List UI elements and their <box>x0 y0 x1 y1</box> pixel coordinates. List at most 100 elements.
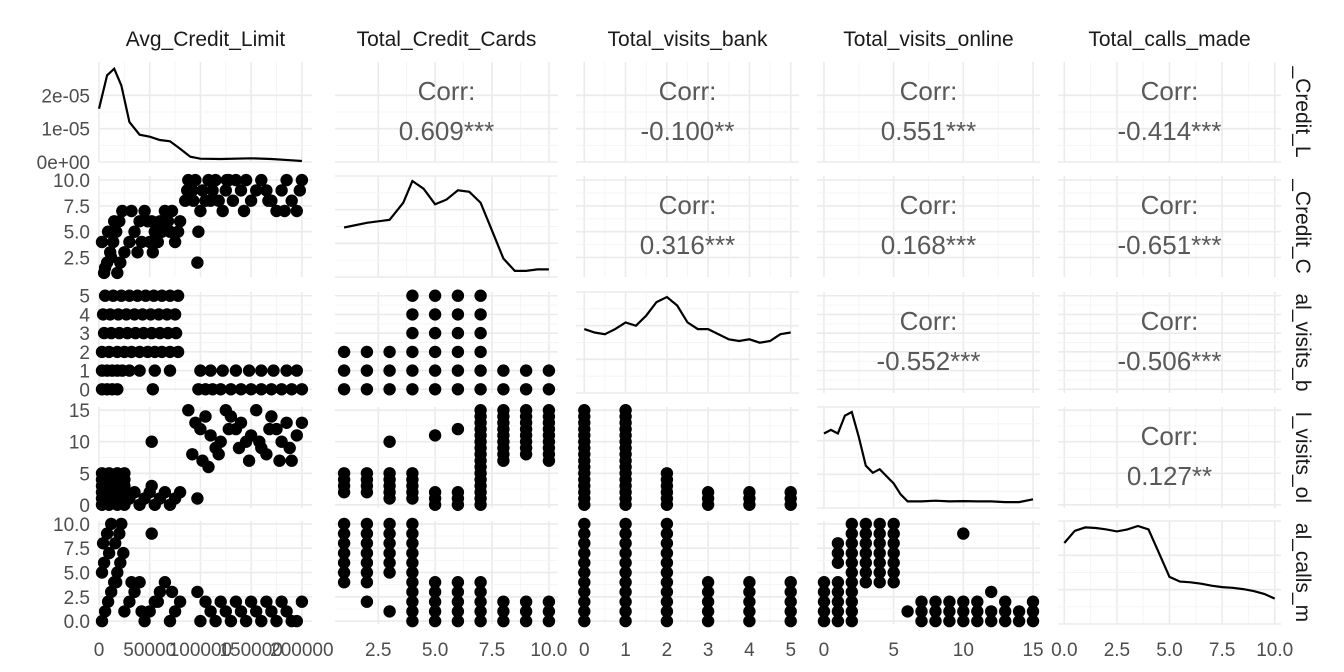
scatter-point <box>831 585 845 599</box>
scatter-point <box>406 364 419 377</box>
scatter-point <box>406 614 419 628</box>
corr-label: Corr: <box>1141 190 1199 220</box>
scatter-point <box>337 566 351 579</box>
y-tick-label: 2e-05 <box>41 86 90 107</box>
scatter-point <box>138 614 151 628</box>
scatter-point <box>265 383 278 396</box>
scatter-point <box>226 194 240 207</box>
scatter-point <box>145 527 158 540</box>
scatter-point <box>337 537 351 550</box>
scatter-point <box>135 605 148 618</box>
scatter-point <box>165 204 179 218</box>
scatter-point <box>96 537 110 550</box>
scatter-point <box>873 517 886 531</box>
scatter-point <box>519 383 533 396</box>
scatter-point <box>784 605 797 618</box>
scatter-point <box>171 345 185 359</box>
scatter-point <box>859 576 872 589</box>
scatter-point <box>113 527 126 540</box>
scatter-point <box>887 537 900 550</box>
scatter-point <box>229 364 243 377</box>
scatter-point <box>95 235 109 249</box>
scatter-point <box>406 566 419 579</box>
scatter-point <box>985 614 998 628</box>
scatter-4-1 <box>337 517 556 628</box>
scatter-point <box>155 225 169 238</box>
scatter-point <box>831 605 845 618</box>
panel-2-0 <box>98 292 312 393</box>
scatter-point <box>194 204 207 218</box>
scatter-point <box>1012 605 1026 618</box>
scatter-point <box>131 246 144 259</box>
scatter-point <box>578 605 591 618</box>
scatter-point <box>406 467 419 480</box>
scatter-point <box>158 576 172 589</box>
scatter-point <box>383 383 396 396</box>
scatter-point <box>181 184 194 197</box>
scatter-point <box>474 345 487 359</box>
scatter-point <box>784 486 797 499</box>
scatter-point <box>929 595 942 608</box>
scatter-point <box>360 576 374 589</box>
scatter-point <box>831 595 845 608</box>
scatter-point <box>743 576 756 589</box>
scatter-point <box>145 479 158 493</box>
scatter-point <box>168 308 182 321</box>
corr-label: Corr: <box>900 306 958 336</box>
scatter-point <box>578 404 591 417</box>
scatter-point <box>474 308 487 321</box>
scatter-point <box>278 204 291 218</box>
scatter-point <box>237 204 251 218</box>
scatter-point <box>115 517 128 531</box>
y-tick-label: 7.5 <box>64 197 90 218</box>
y-tick-label: 5 <box>79 287 90 308</box>
scatter-point <box>957 605 970 618</box>
scatter-point <box>428 614 442 628</box>
scatter-point <box>474 614 487 628</box>
panel-2-1 <box>335 292 558 393</box>
scatter-point <box>360 527 374 540</box>
scatter-point <box>216 364 229 377</box>
scatter-point <box>250 184 263 197</box>
scatter-point <box>542 404 556 417</box>
scatter-point <box>578 585 591 599</box>
column-strip-label: Total_visits_bank <box>608 28 768 51</box>
scatter-point <box>199 595 212 608</box>
scatter-point <box>165 585 179 599</box>
scatter-point <box>187 194 200 207</box>
scatter-point <box>451 383 465 396</box>
scatter-point <box>845 527 858 540</box>
y-tick-label: 0e+00 <box>37 153 90 174</box>
scatter-point <box>817 614 831 628</box>
scatter-point <box>189 173 202 187</box>
y-tick-label: 3 <box>79 324 90 345</box>
scatter-point <box>831 537 845 550</box>
scatter-point <box>845 605 858 618</box>
scatter-point <box>406 605 419 618</box>
density-curve <box>1063 524 1276 600</box>
scatter-point <box>887 576 900 589</box>
scatter-point <box>224 410 238 423</box>
x-tick-label: 50000 <box>123 640 176 661</box>
x-tick-label: 150000 <box>219 640 282 661</box>
scatter-point <box>153 585 167 599</box>
y-tick-label: 15 <box>69 401 90 422</box>
corr-label: Corr: <box>900 76 958 106</box>
scatter-point <box>234 184 248 197</box>
scatter-point <box>123 595 136 608</box>
scatter-point <box>845 537 858 550</box>
scatter-point <box>831 614 845 628</box>
scatter-point <box>428 364 442 377</box>
y-tick-label: 5.0 <box>64 223 90 244</box>
scatter-point <box>123 364 136 377</box>
scatter-point <box>163 614 177 628</box>
scatter-point <box>406 546 419 560</box>
scatter-point <box>619 517 632 531</box>
scatter-point <box>337 576 351 589</box>
x-tick-label: 2.5 <box>1104 640 1130 661</box>
panel-0-3 <box>817 62 1040 163</box>
x-tick-label: 0 <box>579 640 590 661</box>
scatter-point <box>451 326 465 340</box>
scatter-point <box>148 364 161 377</box>
scatter-point <box>163 364 177 377</box>
